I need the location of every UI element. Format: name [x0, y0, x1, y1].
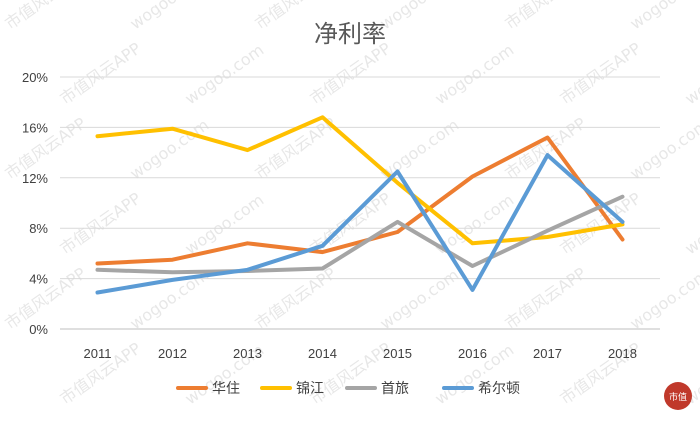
- watermark-text: 市值风云APP: [306, 38, 394, 108]
- watermark-text: wogoo.com: [626, 0, 700, 33]
- y-tick-label: 4%: [29, 272, 48, 287]
- x-tick-label: 2017: [533, 346, 562, 361]
- watermark-text: wogoo.com: [681, 190, 700, 258]
- watermark-text: wogoo.com: [681, 40, 700, 108]
- x-axis-ticks: 2011 2012 2013 2014 2015 2016 2017 2018: [84, 346, 637, 361]
- watermark-text: 市值风云APP: [501, 0, 589, 33]
- watermark-text: wogoo.com: [126, 0, 212, 33]
- watermark-text: wogoo.com: [626, 115, 700, 183]
- logo-text: 市值: [669, 391, 687, 403]
- y-tick-label: 12%: [22, 171, 48, 186]
- watermark-text: wogoo.com: [431, 40, 517, 108]
- watermark-text: 市值风云APP: [1, 0, 89, 33]
- series-lines: [95, 115, 625, 295]
- x-tick-label: 2011: [84, 346, 112, 361]
- x-tick-label: 2015: [383, 346, 412, 361]
- watermark-text: 市值风云APP: [501, 113, 589, 183]
- x-tick-label: 2018: [608, 346, 637, 361]
- x-tick-label: 2013: [233, 346, 262, 361]
- series-line-3: [95, 153, 625, 295]
- legend-label: 希尔顿: [478, 381, 520, 397]
- y-tick-label: 8%: [29, 221, 48, 236]
- y-tick-label: 0%: [29, 322, 48, 337]
- gridlines: [60, 76, 660, 330]
- y-tick-label: 20%: [22, 70, 48, 85]
- watermark-text: 市值风云APP: [56, 188, 144, 258]
- x-tick-label: 2012: [158, 346, 187, 361]
- watermark-text: wogoo.com: [376, 0, 462, 33]
- watermark-text: 市值风云APP: [556, 38, 644, 108]
- watermark-text: wogoo.com: [376, 265, 462, 333]
- series-line-0: [95, 135, 625, 266]
- logo-seal: [664, 382, 692, 410]
- series-line-2: [95, 194, 625, 275]
- y-tick-label: 16%: [22, 120, 48, 135]
- watermark-text: 市值风云APP: [556, 188, 644, 258]
- x-tick-label: 2014: [308, 346, 337, 361]
- y-axis-ticks: 0% 4% 8% 12% 16% 20%: [22, 70, 48, 337]
- legend-label: 首旅: [381, 381, 409, 397]
- legend: 华住 锦江 首旅 希尔顿: [176, 380, 520, 397]
- x-tick-label: 2016: [458, 346, 487, 361]
- watermark-text: 市值风云APP: [251, 263, 339, 333]
- watermark-text: wogoo.com: [126, 115, 212, 183]
- legend-label: 锦江: [296, 380, 324, 397]
- chart-title: 净利率: [314, 20, 386, 48]
- watermark-text: wogoo.com: [626, 265, 700, 333]
- brand-logo: 市值: [664, 382, 692, 410]
- watermark-text: wogoo.com: [181, 40, 267, 108]
- watermark-text: 市值风云APP: [251, 113, 339, 183]
- watermark-text: 市值风云APP: [56, 38, 144, 108]
- watermark-text: 市值风云APP: [501, 263, 589, 333]
- legend-label: 华住: [212, 381, 240, 397]
